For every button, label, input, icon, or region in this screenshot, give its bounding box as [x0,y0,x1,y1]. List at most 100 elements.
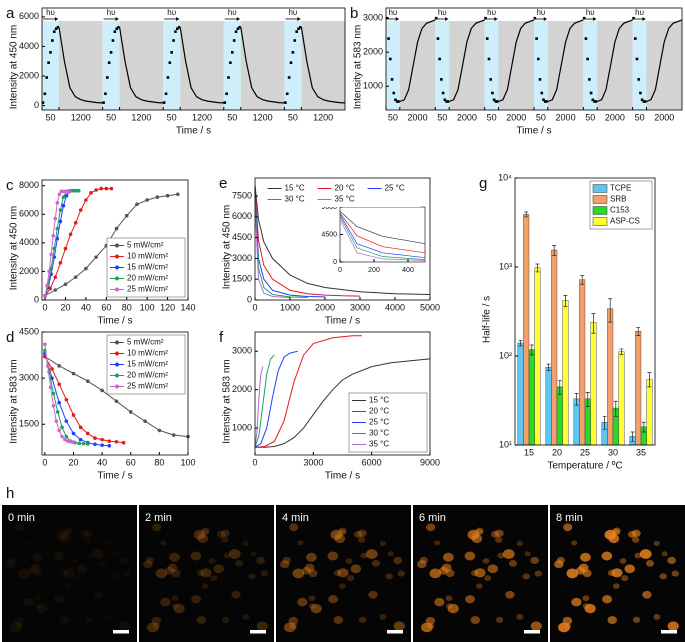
point [99,186,104,191]
cell [32,552,43,562]
legend-swatch [592,195,608,204]
cell [86,552,94,559]
y-tick-label: 0 [247,294,252,304]
cell [611,568,623,578]
point [293,39,297,42]
cell [306,552,317,562]
point [229,61,232,64]
cell [339,583,346,589]
series-line [340,212,425,254]
irradiation-band [163,21,181,110]
cell [94,590,104,599]
x-tick-label: 1000 [280,302,300,312]
cell [497,552,505,559]
point [41,101,45,104]
irradiation-band [484,21,499,110]
panel-label: a [6,5,15,22]
bar [573,398,580,446]
x-axis-label: Temperature / ºC [547,461,622,472]
irradiation-band [102,21,120,110]
cell [333,616,344,625]
legend-label: 30 °C [285,195,305,204]
annotation: hυ [107,8,116,17]
point [227,76,230,79]
y-tick-label: 1500 [232,274,252,284]
x-tick-label: 400 [402,267,414,274]
cell [76,564,88,574]
x-axis-label: Time / s [325,316,360,327]
cell [27,566,38,575]
cell [358,616,367,623]
point [43,293,47,298]
bar [646,378,653,446]
cell [289,622,298,630]
cell [231,590,241,599]
point [543,100,547,103]
legend-label: 20 °C [335,184,355,193]
series-line [340,214,425,259]
legend-label: 10 mW/cm² [127,252,168,261]
legend-label: 30 °C [369,429,389,438]
cell [475,528,484,536]
cell [426,622,435,630]
cell [387,551,394,557]
x-axis-label: Time / s [325,471,360,482]
cell [34,569,44,578]
y-axis-label: Intensity at 583 nm [222,359,233,444]
frame-label: 8 min [556,512,583,524]
cell [632,536,640,543]
point [284,101,287,104]
point [492,98,496,102]
error-bar [613,400,618,417]
decay-curve [547,19,584,103]
point [58,261,63,265]
point [484,16,487,20]
cell [476,583,483,589]
x-tick-label: 60 [126,457,136,467]
point [109,186,114,191]
cell [6,560,16,569]
point [73,188,78,193]
frame-label: 6 min [419,512,446,524]
x-tick-label: 40 [97,457,107,467]
y-axis-label: Intensity at 450 nm [222,205,233,290]
cell [119,621,131,631]
cell [495,536,503,543]
point [540,91,544,95]
scale-bar [250,630,266,634]
legend-marker [115,254,119,259]
panel-label: c [6,177,14,194]
cell [393,621,405,631]
point [162,101,166,104]
cell [59,569,68,577]
x-tick-label: 100 [140,302,155,312]
bar [618,351,625,446]
point [223,101,227,104]
point [145,198,149,202]
point [171,433,176,437]
series-line [254,195,308,298]
segment-label: 2000 [556,112,576,122]
cell [54,595,65,604]
cell [338,528,347,536]
panel-label: d [6,329,14,346]
legend-label: 25 °C [369,418,389,427]
cell [297,540,304,546]
x-tick-label: 0 [43,302,48,312]
y-axis-label: Half-life / s [482,296,493,343]
cell [621,575,629,582]
cell [308,569,318,578]
point [55,410,60,414]
y-tick-label: 1000 [363,81,383,91]
error-bar [619,348,624,355]
micrograph [2,505,137,642]
segment-label: 50 [536,112,546,122]
point [68,439,73,444]
cell [582,595,590,602]
point [64,419,69,423]
cell [301,566,312,575]
segment-label: 50 [167,112,177,122]
point [537,57,540,61]
cell [434,597,445,607]
point [60,425,64,430]
